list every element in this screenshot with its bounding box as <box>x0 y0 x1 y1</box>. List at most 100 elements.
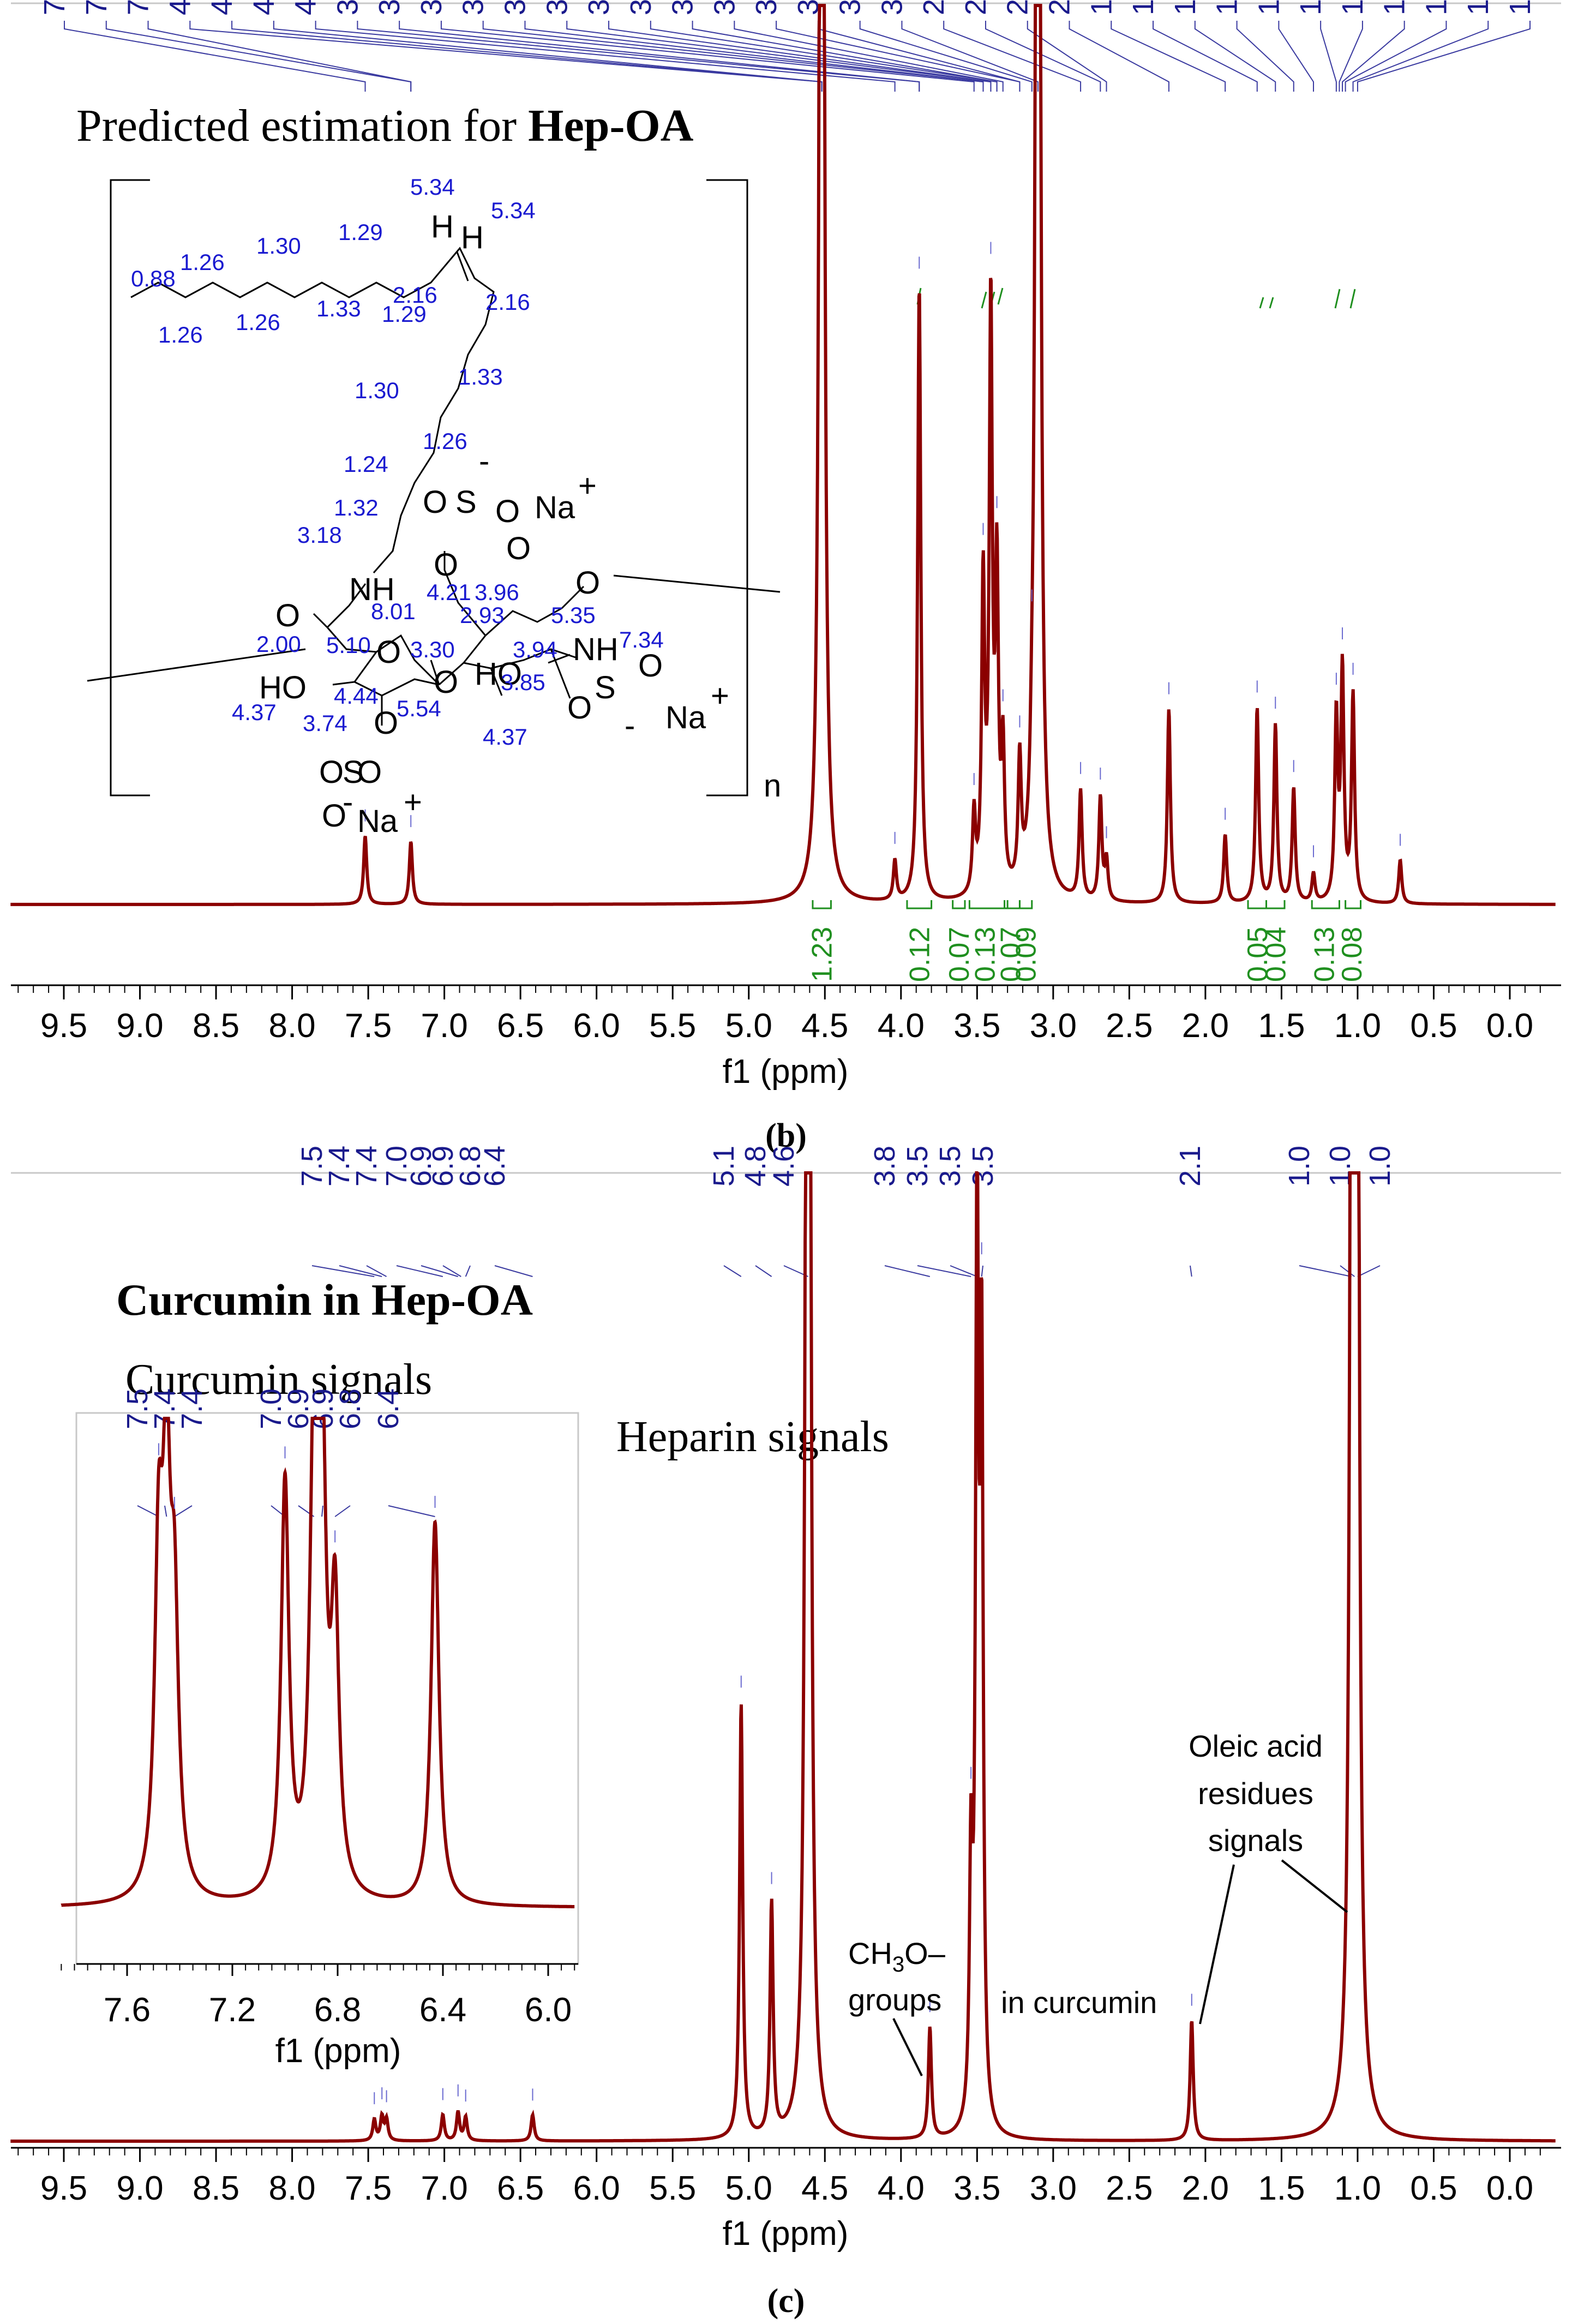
inset-x-axis: 7.6 7.2 6.8 6.4 6.0 <box>61 1963 578 2029</box>
peak-label-leader <box>1345 21 1447 92</box>
peak-label-leader <box>1357 21 1531 92</box>
integral-bar <box>812 900 832 909</box>
peak-label-leader <box>917 1265 971 1277</box>
inset-tick-label: 7.2 <box>209 1991 256 2029</box>
oleic-label-1: Oleic acid <box>1189 1729 1323 1763</box>
atom-s-n: S <box>595 670 616 705</box>
peak-label-leader <box>566 21 992 92</box>
peak-label: 1.5 <box>1169 0 1202 15</box>
tick-label: 2.5 <box>1106 2170 1153 2207</box>
inset-peak-label: 7.4 <box>176 1388 208 1429</box>
integral-group-b: 1.23 0.12 0.070.130.070.09 0.050.04 0.130.08 <box>807 900 1368 982</box>
shift-label: 8.01 <box>371 598 416 624</box>
inset-spectrum <box>61 1417 575 1908</box>
integral-bar <box>1311 900 1340 909</box>
shift-label: 2.16 <box>393 282 437 308</box>
tick-label: 6.0 <box>573 2170 620 2207</box>
integral-bar <box>1247 900 1268 909</box>
integral-label: 0.04 <box>1260 927 1292 982</box>
peak-label-leader <box>723 1265 742 1277</box>
tick-label: 1.0 <box>1334 1007 1381 1045</box>
peak-label: 2.8 <box>917 0 950 15</box>
peak-label-leader <box>421 1265 459 1277</box>
peak-label: 2.7 <box>959 0 992 15</box>
atom-o-6a: O <box>423 484 447 520</box>
shift-label: 4.37 <box>232 699 277 725</box>
shift-label: 5.35 <box>551 602 596 628</box>
peak-label-leader <box>859 21 1033 92</box>
inset-peak-label: 7.5 <box>121 1388 154 1429</box>
peak-label-leader <box>1111 21 1226 92</box>
peak-label-group-c: 7.57.47.47.06.96.96.86.4 5.14.84.6 3.8 3.5 3… <box>296 1146 1396 1277</box>
integral-label: 0.05 <box>1242 927 1274 982</box>
peak-label-leader <box>273 21 823 92</box>
atom-s-2: S <box>343 754 364 790</box>
peak-label-leader <box>1299 1265 1352 1277</box>
peak-label-leader <box>950 1265 977 1277</box>
tick-label: 0.5 <box>1410 1007 1457 1045</box>
tick-label: 9.5 <box>40 1007 87 1045</box>
peak-label: 3.4 <box>625 0 657 15</box>
tick-label: 6.5 <box>497 2170 544 2207</box>
atom-h-2: H <box>461 220 484 255</box>
shift-label: 5.54 <box>397 696 441 721</box>
peak-label: 1.4 <box>1211 0 1244 15</box>
integral-marks-b <box>916 287 1356 309</box>
atom-nh-sulfamate: NH <box>573 632 619 667</box>
peak-label: 1.1 <box>1294 0 1327 15</box>
tick-label: 5.0 <box>725 2170 772 2207</box>
inset-tick-label: 6.0 <box>525 1991 572 2029</box>
peak-label-leader <box>147 21 412 92</box>
tick-label: 4.0 <box>878 1007 925 1045</box>
inset-peak-label: 7.0 <box>255 1388 287 1429</box>
tick-label: 9.0 <box>116 1007 163 1045</box>
peak-label: 6.9 <box>427 1146 459 1187</box>
in-curcumin-label: in curcumin <box>1001 1985 1157 2020</box>
atom-o-n-b: O <box>567 690 592 726</box>
peak-label: 7.2 <box>80 0 113 15</box>
panel-letter-c: (c) <box>767 2283 805 2320</box>
integral-bar <box>1018 900 1033 909</box>
inset-peak-label-leader <box>388 1505 435 1517</box>
peak-label: 3.9 <box>331 0 364 15</box>
peak-label-leader <box>311 1265 375 1277</box>
shift-label: 4.44 <box>334 683 379 709</box>
tick-label: 2.0 <box>1182 2170 1229 2207</box>
integral-label: 0.07 <box>944 927 975 982</box>
tick-label: 7.0 <box>421 2170 468 2207</box>
atom-o-anomeric: O <box>575 565 600 601</box>
peak-label: 3.5 <box>499 0 531 15</box>
peak-label-leader <box>981 1265 983 1277</box>
panel-c-title: Curcumin in Hep-OA <box>116 1275 533 1325</box>
atom-o-2-sulfate: O <box>374 705 398 741</box>
atom-na-3: Na <box>357 804 398 839</box>
peak-label-leader <box>692 21 998 92</box>
shift-label: 2.00 <box>256 631 301 657</box>
tick-label: 4.5 <box>801 1007 848 1045</box>
peak-label: 1.1 <box>1336 0 1369 15</box>
peak-label-leader <box>1352 21 1489 92</box>
atom-o-2c: O <box>322 798 346 834</box>
peak-label: 7.0 <box>380 1146 413 1187</box>
atom-o-carbonyl: O <box>275 598 300 633</box>
shift-label: 1.32 <box>334 495 379 520</box>
peak-label: 1.1 <box>1378 0 1411 15</box>
peak-label-leader <box>943 21 1082 92</box>
peak-label-leader <box>339 1265 382 1277</box>
tick-label: 1.5 <box>1258 2170 1305 2207</box>
peak-label-leader <box>1357 1265 1381 1277</box>
peak-label-leader <box>1027 21 1107 92</box>
shift-label: 5.34 <box>410 174 455 200</box>
peak-label-leader <box>734 21 1004 92</box>
spectrum-b <box>10 4 1556 906</box>
peak-label-group-b: 7.5 7.2 7.2 4.5 4.5 4.5 4.0 3.9 3.9 3.5 3.5 3.5 3.4 3… <box>38 0 1537 92</box>
peak-label: 1.9 <box>1085 0 1118 15</box>
peak-label-leader <box>357 21 920 92</box>
x-axis-c: 9.5 9.0 8.5 8.0 7.5 7.0 6.5 6.0 5.5 5.0 4.5 4.0 3.5 3… <box>11 2147 1561 2207</box>
tick-label: 6.5 <box>497 1007 544 1045</box>
shift-label: 5.34 <box>491 197 536 223</box>
integral-bar <box>1265 900 1286 909</box>
inset-tick-label: 7.6 <box>104 1991 151 2029</box>
shift-label: 1.26 <box>158 322 203 348</box>
